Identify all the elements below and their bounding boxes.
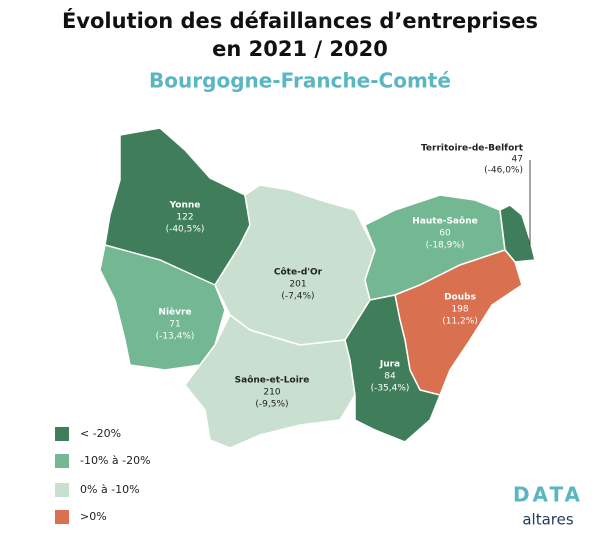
region-count: 198 <box>451 305 468 315</box>
region-change: (-35,4%) <box>371 384 410 394</box>
region-change: (-46,0%) <box>484 166 523 176</box>
legend-label: 0% à -10% <box>80 483 140 496</box>
region-change: (-18,9%) <box>426 241 465 251</box>
legend-label: -10% à -20% <box>80 454 151 467</box>
logo-mark: DATA <box>513 483 583 507</box>
region-name: Côte-d'Or <box>274 267 323 278</box>
region-change: (-7,4%) <box>281 292 314 302</box>
legend-swatch <box>55 427 69 441</box>
region-count: 210 <box>263 388 280 398</box>
subtitle: Bourgogne-Franche-Comté <box>149 69 451 93</box>
title: en 2021 / 2020 <box>212 37 388 61</box>
region-count: 47 <box>512 155 523 165</box>
region <box>344 294 442 443</box>
region-name: Territoire-de-Belfort <box>421 144 524 154</box>
legend-swatch <box>55 454 69 468</box>
region-change: (-40,5%) <box>166 225 205 235</box>
region-count: 71 <box>169 320 180 330</box>
logo-text: altares <box>522 511 573 529</box>
region-name: Yonne <box>169 201 201 211</box>
region <box>184 313 356 449</box>
legend-swatch <box>55 510 69 524</box>
region-count: 84 <box>384 372 396 382</box>
legend: < -20% -10% à -20% 0% à -10% >0% <box>55 427 151 524</box>
region-change: (-13,4%) <box>156 332 195 342</box>
region-change: (-9,5%) <box>255 400 288 410</box>
title: Évolution des défaillances d’entreprises <box>62 8 538 33</box>
legend-label: >0% <box>80 510 107 523</box>
region-name: Haute-Saône <box>412 216 477 227</box>
region-count: 60 <box>439 229 451 239</box>
region-count: 201 <box>289 280 306 290</box>
legend-label: < -20% <box>80 427 121 440</box>
region-name: Saône-et-Loire <box>235 375 310 386</box>
region-name: Doubs <box>444 293 476 303</box>
region-change: (11,2%) <box>442 317 478 327</box>
region-name: Nièvre <box>158 307 191 318</box>
legend-swatch <box>55 483 69 497</box>
region <box>99 244 226 371</box>
region-name: Jura <box>379 360 400 370</box>
region-count: 122 <box>176 213 193 223</box>
